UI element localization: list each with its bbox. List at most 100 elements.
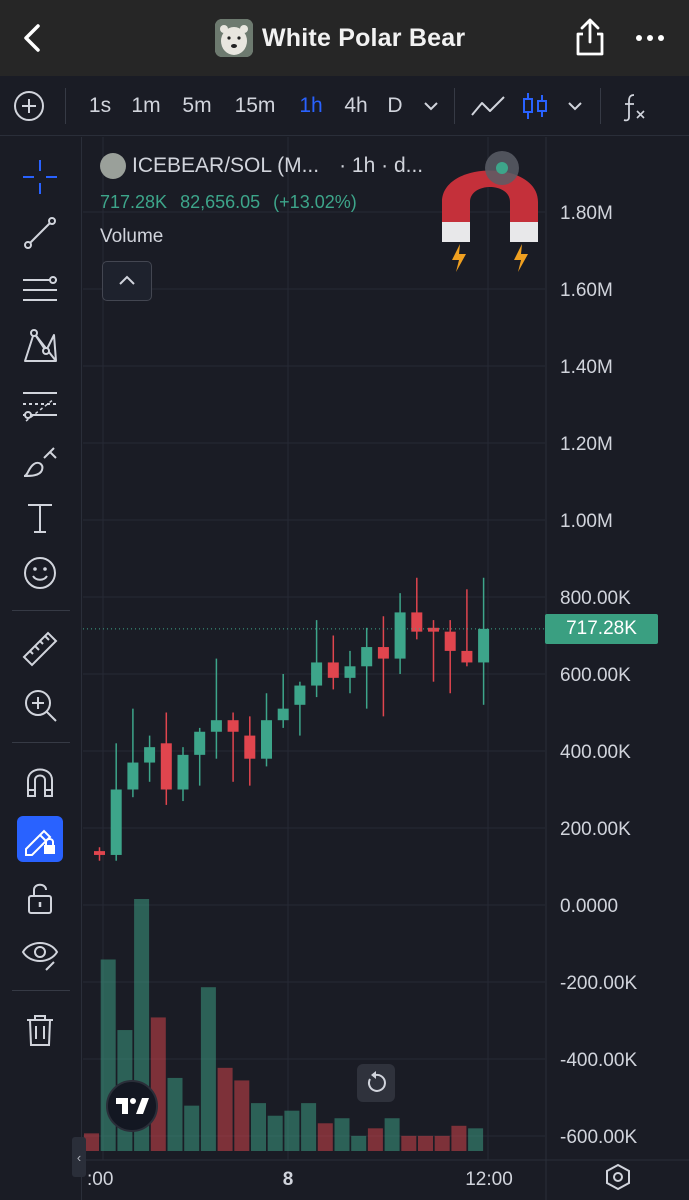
brush-icon bbox=[23, 447, 57, 477]
chart-type-dropdown[interactable] bbox=[564, 89, 586, 123]
add-indicator-button[interactable] bbox=[12, 89, 46, 123]
candle-body bbox=[110, 789, 122, 855]
interval-d[interactable]: D bbox=[387, 94, 403, 117]
price-axis-label: 1.80M bbox=[560, 203, 613, 224]
price-axis-label: -200.00K bbox=[560, 973, 637, 994]
legend-change-pct: (+13.02%) bbox=[273, 192, 357, 212]
price-axis-label: 200.00K bbox=[560, 819, 631, 840]
volume-bar bbox=[317, 1123, 333, 1151]
crosshair-icon bbox=[23, 160, 57, 194]
price-chart[interactable]: 1.80M 1.60M 1.40M 1.20M 1.00M 800.00K 600.00K 4… bbox=[83, 137, 689, 1200]
volume-bar bbox=[301, 1103, 317, 1151]
crosshair-tool[interactable] bbox=[17, 154, 63, 200]
interval-1s[interactable]: 1s bbox=[88, 94, 112, 117]
candle-body bbox=[160, 743, 172, 790]
pattern-icon bbox=[24, 329, 57, 362]
legend-symbol: ICEBEAR/SOL (M... bbox=[132, 154, 320, 177]
candle-body bbox=[177, 754, 189, 790]
candle-body bbox=[461, 650, 473, 663]
candle-body bbox=[244, 735, 256, 759]
price-axis-label: 800.00K bbox=[560, 588, 631, 609]
chart-settings-button[interactable] bbox=[603, 1162, 633, 1192]
legend-collapse-button[interactable] bbox=[102, 261, 152, 301]
magnet-icon bbox=[27, 768, 53, 797]
volume-bar bbox=[217, 1067, 233, 1151]
volume-bar bbox=[401, 1135, 417, 1151]
candle-body bbox=[261, 720, 272, 759]
back-button[interactable] bbox=[14, 18, 54, 58]
interval-5m[interactable]: 5m bbox=[182, 94, 212, 117]
interval-4h[interactable]: 4h bbox=[344, 94, 368, 117]
toolbar-divider bbox=[600, 88, 601, 124]
line-chart-button[interactable] bbox=[468, 89, 508, 123]
indicators-button[interactable] bbox=[620, 89, 650, 123]
candle-body bbox=[227, 720, 239, 732]
trendline-tool[interactable] bbox=[17, 210, 63, 256]
interval-15m[interactable]: 15m bbox=[234, 94, 276, 117]
lock-drawing-icon bbox=[25, 829, 55, 856]
chart-pane[interactable]: 1.80M 1.60M 1.40M 1.20M 1.00M 800.00K 600.00K 4… bbox=[83, 137, 689, 1200]
more-button[interactable] bbox=[630, 22, 670, 54]
time-axis-label: :00 bbox=[87, 1169, 113, 1190]
visibility-tool[interactable] bbox=[17, 931, 63, 977]
chart-toolbar: 1s 1m 5m 15m 1h 4h D bbox=[0, 76, 689, 136]
time-axis-label: 8 bbox=[283, 1169, 294, 1190]
polar-bear-avatar bbox=[215, 19, 253, 57]
text-tool[interactable] bbox=[17, 495, 63, 541]
current-price-label: 717.28K bbox=[545, 614, 658, 644]
pitchfork-tool[interactable] bbox=[17, 267, 63, 313]
page-title: White Polar Bear bbox=[262, 23, 466, 52]
tradingview-logo[interactable] bbox=[106, 1080, 158, 1132]
candle-body bbox=[210, 720, 222, 732]
chevron-up-icon bbox=[119, 275, 135, 285]
volume-bar bbox=[434, 1135, 450, 1151]
magnet-sticker-icon bbox=[442, 151, 538, 272]
zoom-in-icon bbox=[25, 690, 57, 722]
price-axis-label: 1.00M bbox=[560, 511, 613, 532]
unlock-icon bbox=[28, 883, 52, 914]
chevron-down-icon bbox=[568, 102, 582, 111]
title-group: White Polar Bear bbox=[215, 17, 465, 59]
share-button[interactable] bbox=[570, 16, 610, 60]
candlestick-button[interactable] bbox=[520, 89, 550, 123]
volume-bar bbox=[451, 1125, 467, 1151]
candle-body bbox=[444, 631, 456, 651]
reset-icon bbox=[367, 1071, 386, 1092]
volume-bar bbox=[251, 1103, 266, 1151]
unlock-tool[interactable] bbox=[17, 875, 63, 921]
candle-body bbox=[327, 662, 339, 678]
interval-dropdown[interactable] bbox=[420, 89, 442, 123]
lock-drawing-tool[interactable] bbox=[17, 816, 63, 862]
interval-1m[interactable]: 1m bbox=[131, 94, 161, 117]
candle-body bbox=[394, 612, 406, 659]
toolbar-divider bbox=[12, 610, 70, 611]
toolbar-divider bbox=[12, 990, 70, 991]
magnet-tool[interactable] bbox=[17, 759, 63, 805]
volume-bar bbox=[234, 1080, 250, 1151]
emoji-tool[interactable] bbox=[17, 550, 63, 596]
zoom-in-tool[interactable] bbox=[17, 682, 63, 728]
magnet-sticker bbox=[430, 140, 550, 275]
volume-bar bbox=[334, 1118, 350, 1151]
pattern-tool[interactable] bbox=[17, 324, 63, 370]
volume-bar bbox=[267, 1115, 283, 1151]
volume-bar bbox=[418, 1135, 433, 1151]
time-axis-label: 12:00 bbox=[465, 1169, 513, 1190]
legend-symbol-row[interactable]: ICEBEAR/SOL (M... · 1h · d... bbox=[100, 153, 520, 179]
collapse-toolbar-button[interactable]: ‹ bbox=[72, 1137, 86, 1177]
volume-bar bbox=[84, 1133, 99, 1151]
legend-interval: · 1h · d... bbox=[339, 154, 424, 177]
candle-body bbox=[377, 647, 389, 659]
ruler-tool[interactable] bbox=[17, 626, 63, 672]
legend-price-row: 717.28K 82,656.05 (+13.02%) bbox=[100, 192, 520, 213]
interval-1h[interactable]: 1h bbox=[299, 94, 323, 117]
delete-drawings-tool[interactable] bbox=[17, 1007, 63, 1053]
candle-body bbox=[411, 612, 423, 632]
brush-tool[interactable] bbox=[17, 439, 63, 485]
projection-tool[interactable] bbox=[17, 382, 63, 428]
reset-chart-button[interactable] bbox=[357, 1064, 395, 1102]
candle-body bbox=[94, 851, 105, 855]
candle-body bbox=[311, 662, 323, 686]
volume-bar bbox=[351, 1135, 367, 1151]
symbol-avatar bbox=[100, 153, 126, 179]
